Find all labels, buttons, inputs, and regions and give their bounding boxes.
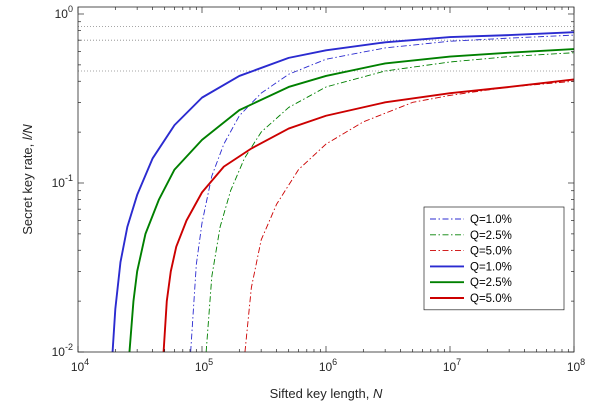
legend-label: Q=1.0% bbox=[470, 261, 512, 273]
legend-label: Q=5.0% bbox=[470, 246, 512, 258]
y-tick-label: 100 bbox=[55, 4, 73, 21]
series-line-solid-6 bbox=[162, 78, 575, 353]
y-tick-label: 10-2 bbox=[52, 342, 73, 359]
axis-ticks bbox=[77, 7, 575, 353]
x-tick-label: 105 bbox=[195, 357, 213, 374]
legend-label: Q=1.0% bbox=[470, 214, 512, 226]
legend-label: Q=2.5% bbox=[470, 277, 512, 289]
series-lines bbox=[111, 31, 575, 353]
y-tick-label: 10-1 bbox=[52, 173, 73, 190]
legend: Q=1.0% Q=2.5% Q=5.0% Q=1.0% Q=2.5% Q=5.0% bbox=[423, 206, 565, 311]
reference-lines bbox=[78, 25, 574, 72]
x-tick-label: 104 bbox=[71, 357, 89, 374]
series-line-solid-4 bbox=[111, 31, 575, 353]
series-line-dashdot-2 bbox=[205, 52, 575, 353]
legend-label: Q=2.5% bbox=[470, 230, 512, 242]
x-axis-label: Sifted key length, N bbox=[270, 386, 383, 401]
legend-box bbox=[423, 206, 565, 311]
series-line-solid-5 bbox=[128, 48, 575, 353]
series-line-dashdot-1 bbox=[190, 34, 575, 353]
y-axis-label: Secret key rate, l/N bbox=[20, 124, 35, 235]
x-tick-label: 108 bbox=[567, 357, 585, 374]
x-tick-label: 106 bbox=[319, 357, 337, 374]
legend-label: Q=5.0% bbox=[470, 293, 512, 305]
tick-labels: 104 105 106 107 108 10-2 10-1 100 bbox=[52, 4, 586, 374]
x-tick-label: 107 bbox=[443, 357, 461, 374]
series-line-dashdot-3 bbox=[244, 80, 575, 353]
